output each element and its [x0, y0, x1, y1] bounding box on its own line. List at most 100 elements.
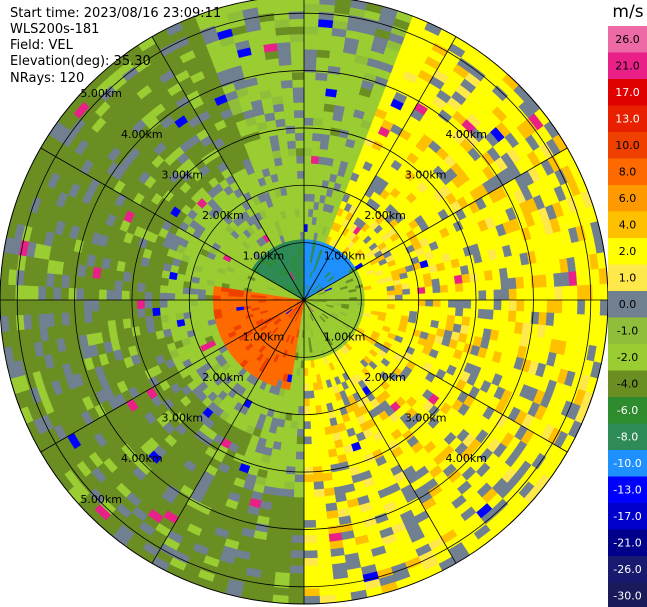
velocity-cell — [293, 109, 305, 119]
velocity-cell — [319, 0, 336, 6]
velocity-cell — [303, 406, 311, 415]
velocity-cell — [303, 390, 310, 400]
velocity-cell — [37, 285, 47, 301]
velocity-cell — [290, 41, 305, 50]
velocity-cell — [311, 443, 321, 453]
velocity-cell — [291, 519, 305, 529]
velocity-cell — [295, 216, 301, 225]
velocity-cell — [447, 283, 457, 293]
velocity-cell — [314, 511, 328, 521]
velocity-cell — [310, 428, 319, 437]
velocity-cell — [296, 436, 305, 445]
velocity-cell — [212, 295, 221, 301]
velocity-cell — [493, 289, 502, 301]
velocity-cell — [129, 317, 140, 328]
velocity-cell — [166, 299, 176, 308]
velocity-cell — [7, 299, 16, 316]
velocity-cell — [98, 289, 107, 301]
velocity-cell — [98, 310, 108, 322]
velocity-cell — [590, 268, 601, 286]
velocity-cell — [275, 34, 291, 44]
velocity-cell — [303, 132, 313, 141]
velocity-cell — [323, 103, 336, 113]
velocity-cell — [303, 519, 317, 529]
velocity-cell — [287, 147, 297, 157]
velocity-cell — [491, 319, 501, 332]
velocity-cell — [308, 390, 315, 399]
velocity-cell — [290, 420, 298, 430]
velocity-cell — [278, 56, 292, 66]
velocity-cell — [468, 272, 479, 283]
velocity-cell — [438, 277, 448, 286]
velocity-cell — [461, 273, 471, 284]
velocity-cell — [553, 312, 563, 328]
velocity-cell — [160, 314, 170, 323]
velocity-cell — [317, 556, 333, 566]
velocity-cell — [303, 436, 312, 445]
velocity-cell — [297, 406, 305, 415]
velocity-cell — [227, 303, 237, 309]
velocity-cell — [303, 124, 314, 134]
velocity-cell — [22, 285, 31, 301]
velocity-cell — [379, 291, 388, 297]
velocity-cell — [312, 466, 323, 475]
velocity-cell — [394, 289, 403, 296]
velocity-cell — [296, 428, 305, 438]
velocity-cell — [204, 294, 214, 301]
velocity-cell — [372, 299, 381, 305]
velocity-cell — [227, 299, 236, 305]
velocity-cell — [145, 274, 155, 285]
velocity-cell — [76, 275, 86, 289]
velocity-cell — [483, 270, 494, 282]
velocity-cell — [277, 49, 292, 59]
velocity-cell — [314, 397, 321, 407]
velocity-cell — [298, 398, 305, 407]
velocity-cell — [319, 141, 330, 151]
velocity-cell — [312, 125, 323, 134]
velocity-cell — [561, 299, 571, 315]
velocity-cell — [295, 132, 305, 141]
velocity-cell — [446, 275, 456, 286]
velocity-cell — [300, 231, 305, 240]
velocity-cell — [288, 155, 298, 165]
velocity-cell — [303, 368, 309, 377]
velocity-cell — [60, 287, 69, 301]
velocity-cell — [121, 280, 131, 292]
velocity-cell — [298, 200, 305, 210]
velocity-cell — [316, 549, 332, 559]
velocity-cell — [584, 299, 594, 316]
velocity-cell — [321, 464, 332, 475]
velocity-cell — [430, 271, 440, 281]
velocity-cell — [401, 283, 411, 290]
velocity-cell — [592, 299, 601, 316]
velocity-cell — [275, 118, 286, 128]
velocity-cell — [287, 193, 294, 203]
velocity-cell — [311, 140, 321, 150]
velocity-cell — [303, 535, 317, 544]
velocity-cell — [60, 274, 70, 288]
velocity-cell — [174, 299, 183, 307]
velocity-cell — [402, 299, 411, 306]
velocity-cell — [292, 512, 305, 521]
velocity-cell — [299, 216, 305, 225]
velocity-cell — [315, 72, 329, 82]
range-label: 1.00km — [324, 249, 366, 262]
velocity-cell — [308, 382, 314, 392]
velocity-cell — [292, 193, 300, 202]
velocity-cell — [318, 579, 335, 589]
velocity-cell — [174, 286, 184, 294]
velocity-cell — [278, 534, 292, 544]
velocity-cell — [292, 398, 300, 407]
range-label: 3.00km — [162, 412, 204, 425]
velocity-cell — [554, 299, 563, 314]
velocity-cell — [98, 278, 108, 290]
velocity-cell — [284, 473, 296, 483]
velocity-cell — [45, 299, 54, 314]
velocity-cell — [314, 496, 326, 506]
velocity-cell — [303, 200, 310, 210]
velocity-cell — [507, 310, 517, 323]
velocity-cell — [107, 319, 117, 332]
velocity-cell — [145, 315, 155, 326]
velocity-cell — [309, 185, 317, 195]
velocity-cell — [379, 295, 388, 301]
